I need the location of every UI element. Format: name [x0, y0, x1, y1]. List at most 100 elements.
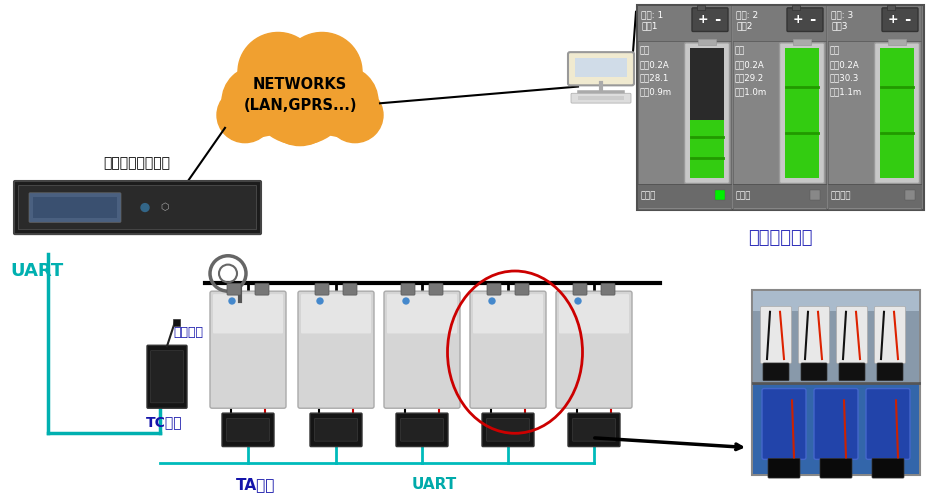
FancyBboxPatch shape [384, 291, 460, 408]
Bar [715, 190, 725, 200]
Text: 电流0.2A: 电流0.2A [830, 60, 859, 69]
Bar [887, 5, 895, 10]
FancyBboxPatch shape [874, 306, 906, 364]
Bar [638, 6, 731, 208]
Text: UART: UART [10, 261, 63, 280]
FancyBboxPatch shape [573, 283, 587, 295]
Bar [905, 190, 915, 200]
Text: +: + [792, 13, 804, 26]
FancyBboxPatch shape [227, 283, 241, 295]
Text: 充电中: 充电中 [641, 191, 657, 200]
FancyBboxPatch shape [147, 345, 187, 408]
FancyBboxPatch shape [222, 413, 274, 447]
FancyBboxPatch shape [814, 389, 858, 459]
FancyBboxPatch shape [14, 181, 261, 234]
FancyBboxPatch shape [839, 363, 865, 381]
FancyBboxPatch shape [151, 351, 183, 403]
FancyBboxPatch shape [473, 294, 543, 333]
FancyBboxPatch shape [343, 283, 357, 295]
Circle shape [262, 71, 338, 146]
FancyBboxPatch shape [872, 458, 904, 478]
Text: 地址: 1: 地址: 1 [641, 10, 663, 19]
Text: 电流0.2A: 电流0.2A [735, 60, 764, 69]
Text: +: + [698, 13, 709, 26]
Text: 后台软件界面: 后台软件界面 [748, 229, 812, 247]
Circle shape [229, 298, 235, 304]
FancyBboxPatch shape [486, 418, 529, 441]
Text: 电压: 电压 [830, 46, 840, 55]
Circle shape [222, 66, 294, 137]
Bar [753, 384, 919, 474]
FancyBboxPatch shape [301, 294, 371, 333]
Bar [753, 291, 919, 311]
Text: 已充满: 已充满 [736, 191, 751, 200]
FancyBboxPatch shape [763, 363, 789, 381]
FancyBboxPatch shape [882, 8, 918, 32]
Text: 地址: 2: 地址: 2 [736, 10, 758, 19]
Text: TA模块: TA模块 [236, 477, 275, 492]
Bar [792, 5, 800, 10]
Text: 电池2: 电池2 [736, 22, 752, 31]
FancyBboxPatch shape [315, 283, 329, 295]
FancyBboxPatch shape [556, 291, 632, 408]
Circle shape [248, 42, 352, 145]
FancyBboxPatch shape [762, 389, 806, 459]
Bar [173, 319, 180, 326]
Text: 温度29.2: 温度29.2 [735, 74, 764, 83]
Bar [887, 40, 907, 45]
FancyBboxPatch shape [866, 389, 910, 459]
Text: UART: UART [411, 477, 457, 492]
FancyBboxPatch shape [487, 283, 501, 295]
FancyBboxPatch shape [29, 193, 121, 222]
FancyBboxPatch shape [768, 458, 800, 478]
Bar [733, 6, 826, 41]
Circle shape [317, 298, 323, 304]
Text: 电压: 电压 [735, 46, 745, 55]
Text: +: + [888, 13, 898, 26]
Bar [690, 48, 724, 120]
Bar [792, 40, 812, 45]
Bar [733, 184, 826, 207]
Bar [637, 5, 924, 209]
FancyBboxPatch shape [298, 291, 374, 408]
Text: TC模块: TC模块 [146, 415, 182, 429]
Circle shape [403, 298, 409, 304]
FancyBboxPatch shape [836, 306, 868, 364]
FancyBboxPatch shape [255, 283, 269, 295]
Bar [690, 120, 724, 178]
FancyBboxPatch shape [401, 283, 415, 295]
FancyBboxPatch shape [515, 283, 529, 295]
FancyBboxPatch shape [401, 418, 444, 441]
Bar [828, 6, 921, 41]
Text: 电池3: 电池3 [831, 22, 847, 31]
FancyBboxPatch shape [227, 418, 270, 441]
Text: 温度30.3: 温度30.3 [830, 74, 859, 83]
Text: 地址: 3: 地址: 3 [831, 10, 853, 19]
Bar [828, 184, 921, 207]
Bar [752, 290, 920, 475]
Text: 内阻0.9m: 内阻0.9m [640, 87, 672, 96]
FancyBboxPatch shape [779, 43, 825, 183]
FancyBboxPatch shape [19, 185, 257, 230]
Text: 环境动力监控主机: 环境动力监控主机 [103, 156, 170, 170]
Bar [828, 6, 921, 208]
Circle shape [141, 204, 149, 211]
FancyBboxPatch shape [429, 283, 443, 295]
FancyBboxPatch shape [310, 413, 362, 447]
FancyBboxPatch shape [820, 458, 852, 478]
Text: -: - [714, 12, 720, 27]
FancyBboxPatch shape [692, 8, 728, 32]
Bar [785, 48, 819, 178]
Text: 电池过冲: 电池过冲 [831, 191, 852, 200]
Text: -: - [809, 12, 816, 27]
Text: 电压: 电压 [640, 46, 650, 55]
FancyBboxPatch shape [314, 418, 357, 441]
FancyBboxPatch shape [575, 58, 627, 78]
FancyBboxPatch shape [568, 52, 634, 85]
Text: 内阻1.0m: 内阻1.0m [735, 87, 767, 96]
Bar [810, 190, 820, 200]
Circle shape [575, 298, 581, 304]
Bar [733, 6, 826, 208]
Text: 电流0.2A: 电流0.2A [640, 60, 670, 69]
FancyBboxPatch shape [573, 418, 616, 441]
